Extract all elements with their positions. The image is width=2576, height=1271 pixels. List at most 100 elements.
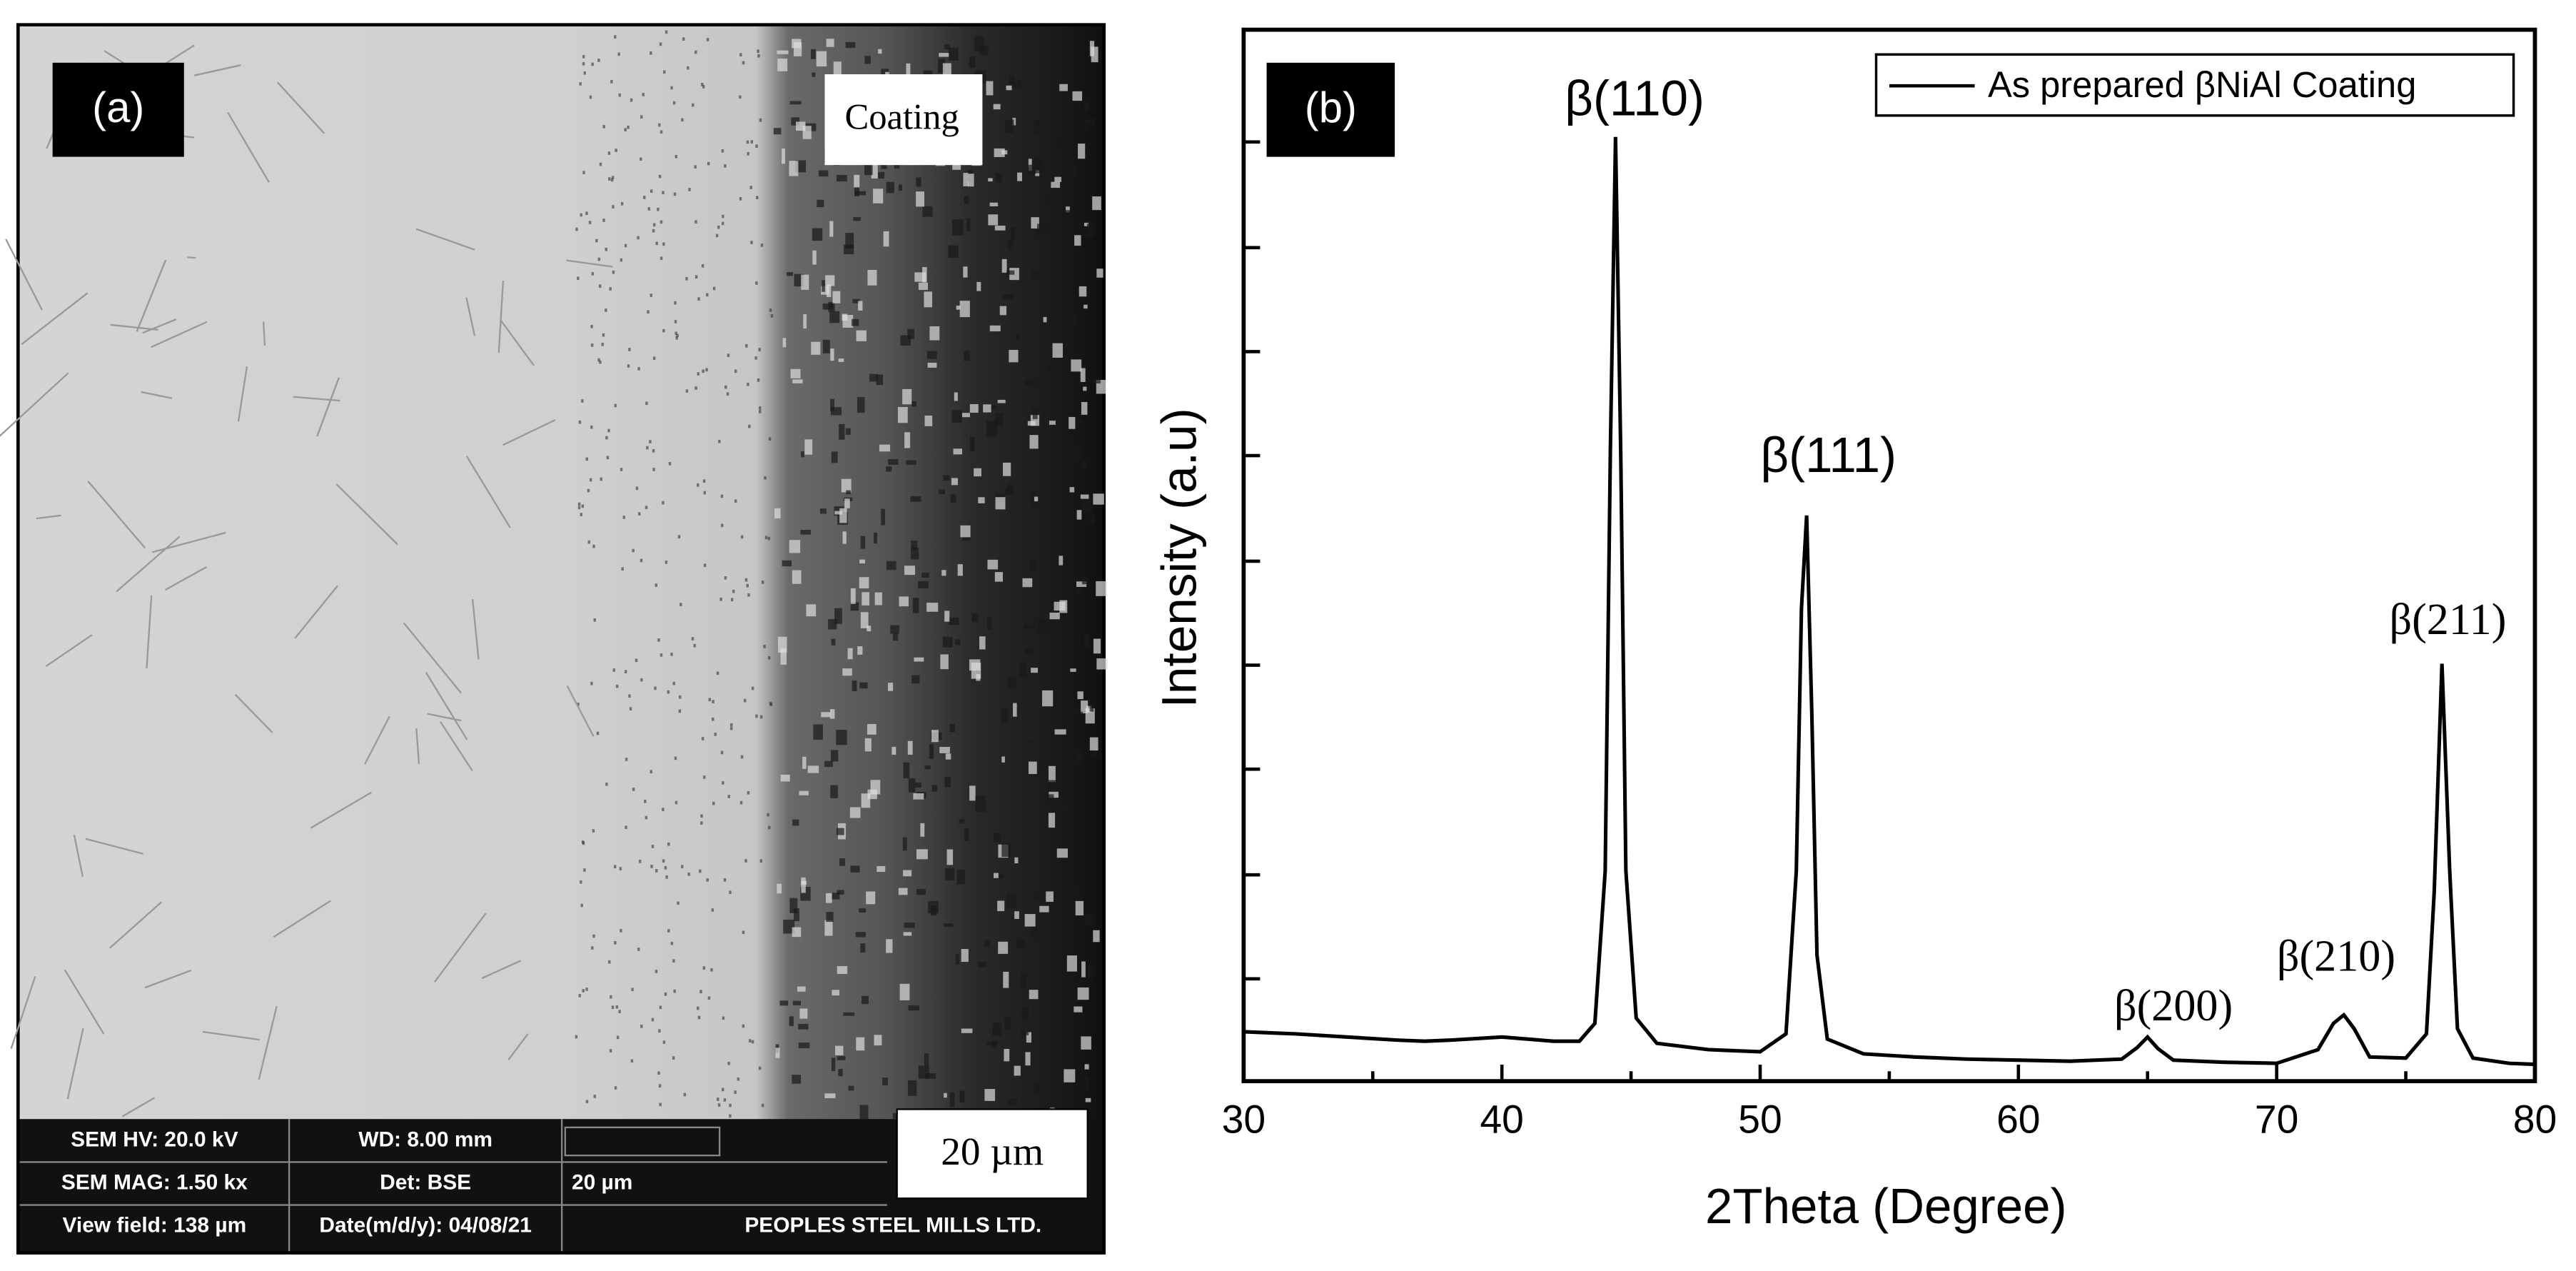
sem-speck	[746, 140, 749, 144]
sem-speck	[620, 468, 623, 471]
sem-speck	[997, 399, 1006, 403]
sem-speck	[1008, 1099, 1018, 1105]
sem-speck	[702, 479, 706, 483]
sem-speck	[838, 358, 844, 362]
sem-speck	[611, 1005, 615, 1010]
sem-speck	[1081, 961, 1086, 978]
grain-boundary	[10, 976, 36, 1049]
sem-speck	[1079, 286, 1087, 297]
sem-speck	[939, 489, 945, 495]
sem-speck	[1093, 930, 1100, 943]
sem-speck	[801, 880, 807, 885]
sem-speck	[1078, 144, 1086, 159]
sem-speck	[644, 799, 647, 803]
sem-speck	[949, 1092, 955, 1107]
sem-speck	[770, 314, 774, 318]
sem-speck	[907, 1080, 917, 1096]
sem-speck	[1057, 546, 1067, 555]
sem-speck	[1075, 900, 1084, 915]
sem-speck	[611, 176, 615, 179]
sem-speck	[592, 544, 595, 548]
sem-speck	[647, 310, 650, 314]
sem-speck	[926, 603, 939, 612]
sem-speck	[1069, 416, 1076, 429]
sem-speck	[750, 140, 754, 144]
sem-speck	[945, 868, 955, 881]
sem-speck	[652, 228, 655, 233]
sem-speck	[1039, 905, 1049, 913]
sem-speck	[662, 191, 665, 195]
sem-speck	[609, 287, 612, 291]
sem-speck	[675, 154, 678, 159]
sem-speck	[744, 859, 747, 863]
sem-speck	[585, 211, 588, 216]
sem-speck	[799, 1008, 808, 1019]
sem-speck	[899, 983, 910, 1000]
grain-boundary	[415, 728, 420, 764]
sem-speck	[589, 478, 592, 482]
sem-speck	[1054, 176, 1061, 182]
sem-speck	[757, 49, 759, 54]
sem-speck	[655, 970, 658, 973]
grain-boundary	[273, 900, 331, 938]
sem-speck	[721, 149, 724, 153]
sem-speck	[1004, 119, 1014, 134]
sem-speck	[755, 714, 758, 718]
sem-speck	[702, 966, 706, 970]
sem-speck	[1077, 691, 1084, 700]
sem-speck	[1022, 578, 1033, 588]
grain-boundary	[507, 1033, 529, 1060]
sem-speck	[1087, 964, 1094, 979]
sem-speck	[864, 164, 873, 176]
sem-speck	[751, 686, 754, 690]
sem-speck	[759, 715, 763, 719]
sem-speck	[807, 765, 819, 773]
info-text: Date(m/d/y): 04/08/21	[319, 1213, 532, 1237]
sem-speck	[1049, 366, 1058, 376]
sem-speck	[1016, 333, 1020, 341]
sem-speck	[700, 821, 703, 825]
sem-speck	[850, 602, 859, 611]
sem-speck	[694, 50, 697, 54]
sem-speck	[747, 152, 749, 156]
sem-speck	[662, 242, 665, 246]
sem-speck	[577, 703, 580, 706]
sem-speck	[701, 264, 704, 268]
sem-speck	[613, 865, 617, 869]
sem-speck	[655, 241, 658, 246]
sem-speck	[675, 336, 678, 340]
sem-speck	[1054, 61, 1061, 67]
sem-speck	[627, 364, 630, 368]
sem-speck	[926, 351, 937, 359]
sem-speck	[699, 869, 702, 873]
sem-speck	[697, 1006, 699, 1010]
sem-speck	[737, 1077, 740, 1081]
sem-speck	[1045, 197, 1054, 206]
sem-speck	[994, 148, 1005, 157]
sem-speck	[836, 828, 844, 835]
sem-speck	[867, 626, 872, 632]
sem-speck	[1091, 46, 1098, 63]
sem-speck	[1089, 704, 1094, 712]
sem-speck	[969, 659, 981, 671]
sem-speck	[645, 815, 648, 820]
sem-speck	[729, 1103, 732, 1107]
sem-speck	[681, 118, 684, 122]
sem-speck	[969, 403, 979, 413]
sem-speck	[800, 529, 811, 535]
data-line	[1243, 136, 2535, 1067]
sem-speck	[869, 373, 878, 382]
sem-speck	[717, 225, 720, 229]
sem-speck	[792, 379, 803, 383]
sem-speck	[801, 877, 806, 893]
sem-speck	[1070, 445, 1081, 459]
sem-speck	[672, 959, 675, 963]
sem-speck	[652, 223, 656, 227]
peak-label: β(200)	[2114, 982, 2233, 1030]
sem-speck	[630, 98, 633, 102]
grain-boundary	[108, 901, 163, 949]
sem-speck	[625, 758, 628, 761]
sem-speck	[874, 592, 882, 606]
sem-speck	[877, 865, 886, 873]
sem-speck	[830, 750, 839, 762]
